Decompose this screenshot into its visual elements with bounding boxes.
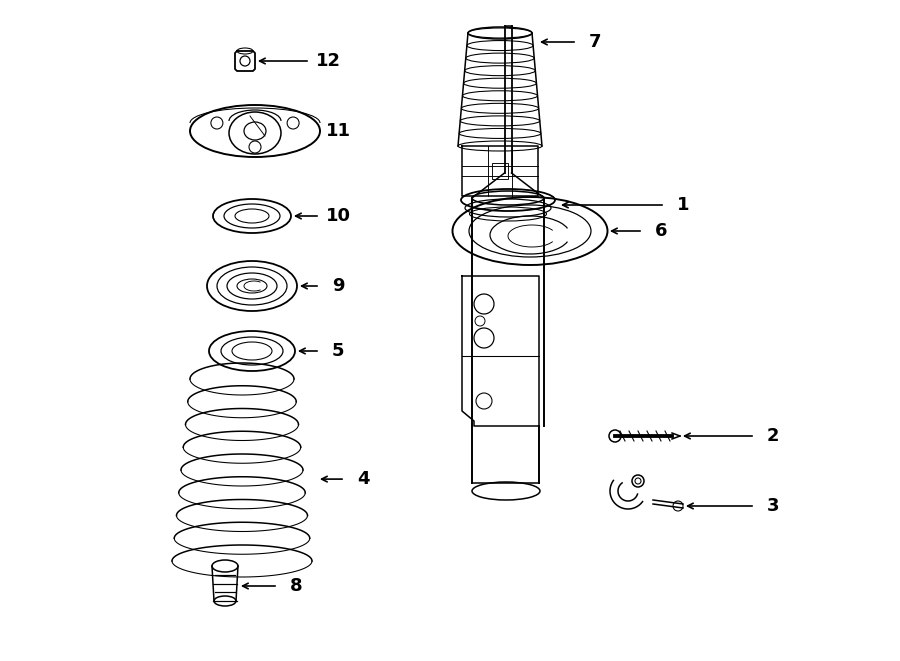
Text: 5: 5	[332, 342, 344, 360]
Text: 10: 10	[326, 207, 350, 225]
Text: 7: 7	[589, 33, 601, 51]
Text: 9: 9	[332, 277, 344, 295]
Text: 12: 12	[316, 52, 340, 70]
Text: 3: 3	[767, 497, 779, 515]
Text: 8: 8	[290, 577, 302, 595]
Text: 4: 4	[356, 470, 369, 488]
Text: 2: 2	[767, 427, 779, 445]
Text: 6: 6	[655, 222, 667, 240]
Text: 1: 1	[677, 196, 689, 214]
Text: 11: 11	[326, 122, 350, 140]
